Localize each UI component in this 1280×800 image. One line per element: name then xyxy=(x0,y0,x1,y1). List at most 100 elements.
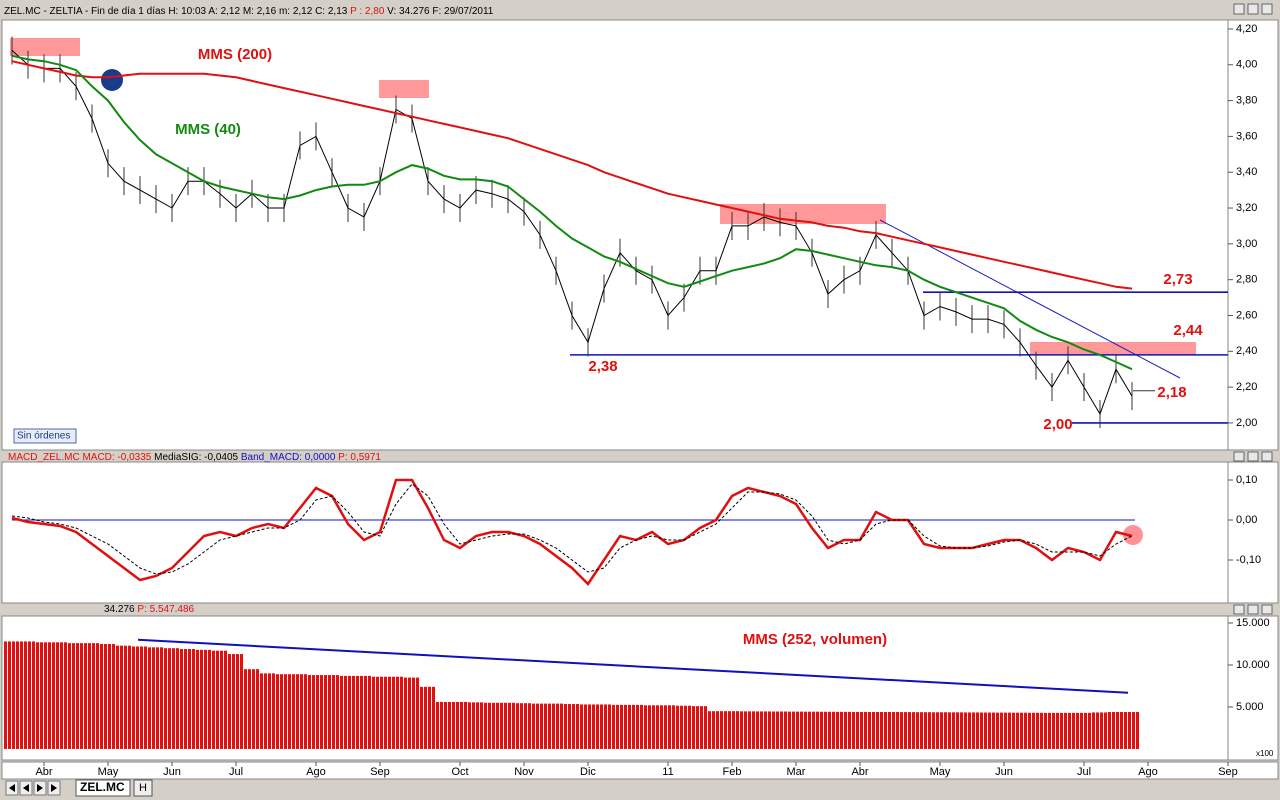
status-badge[interactable] xyxy=(13,428,77,444)
x-tick-label: Mar xyxy=(787,766,806,778)
close-button[interactable] xyxy=(1261,3,1273,15)
volume-bar xyxy=(884,712,900,749)
volume-bar xyxy=(532,703,548,749)
volume-bar xyxy=(692,706,708,749)
volume-bar xyxy=(324,675,340,749)
y-tick-label: 3,80 xyxy=(1236,94,1257,106)
volume-bar xyxy=(484,702,500,749)
highlight-box xyxy=(379,80,429,98)
level-label: 2,18 xyxy=(1157,384,1186,401)
macd-title: MACD_ZEL.MC xyxy=(8,452,82,463)
volume-bar xyxy=(996,712,1012,749)
price-line xyxy=(11,50,1133,416)
x-tick-label: Sep xyxy=(1218,766,1238,778)
volume-bar xyxy=(36,642,52,749)
tab-label: ZEL.MC xyxy=(80,780,125,794)
close-button[interactable] xyxy=(1261,604,1273,615)
volume-p: P: 5.547.486 xyxy=(137,604,194,615)
highlight-box xyxy=(1030,342,1196,355)
volume-bar xyxy=(756,711,772,749)
macd-p: P: 0,5971 xyxy=(338,452,381,463)
header: ZEL.MC - ZELTIA - Fin de día 1 días H: 1… xyxy=(4,6,494,17)
volume-bar xyxy=(980,712,996,749)
x-tick-label: Abr xyxy=(35,766,52,778)
volume-bar xyxy=(340,675,356,749)
volume-bar xyxy=(212,650,228,749)
tab-active[interactable] xyxy=(75,779,131,797)
level-label: 2,73 xyxy=(1163,271,1192,288)
y-tick-label: 15.000 xyxy=(1236,617,1270,629)
x-tick-label: Jul xyxy=(1077,766,1091,778)
tab-bar: ZEL.MC H xyxy=(2,779,1278,798)
y-tick-label: 10.000 xyxy=(1236,659,1270,671)
volume-bar xyxy=(916,712,932,749)
minimize-button[interactable] xyxy=(1233,604,1245,615)
y-tick-label: 3,20 xyxy=(1236,202,1257,214)
maximize-button[interactable] xyxy=(1247,451,1259,462)
units-label: x100 xyxy=(1256,749,1274,758)
maximize-button[interactable] xyxy=(1247,3,1259,15)
volume-bar xyxy=(164,648,180,749)
volume-bar xyxy=(724,711,740,749)
volume-bar xyxy=(276,674,292,749)
volume-bar xyxy=(308,675,324,749)
volume-bar xyxy=(52,642,68,749)
volume-bar xyxy=(84,643,100,749)
y-tick-label: 2,20 xyxy=(1236,381,1257,393)
volume-bar xyxy=(436,701,452,749)
volume-bar xyxy=(452,701,468,749)
x-tick-label: Jul xyxy=(229,766,243,778)
volume-bar xyxy=(516,703,532,749)
nav-icon xyxy=(37,784,43,792)
volume-bar xyxy=(644,705,660,749)
volume-bar xyxy=(820,711,836,749)
volume-bar xyxy=(1092,712,1108,749)
volume-bar xyxy=(964,712,980,749)
y-tick-label: 3,40 xyxy=(1236,166,1257,178)
volume-header: 34.276 P: 5.547.486 xyxy=(104,604,195,615)
x-tick-label: Ago xyxy=(1138,766,1158,778)
volume-bar xyxy=(20,641,36,749)
tab[interactable] xyxy=(133,779,153,797)
macd-value: MACD: -0,0335 xyxy=(82,452,154,463)
signal-value: MediaSIG: -0,0405 xyxy=(154,452,241,463)
x-tick-label: Oct xyxy=(451,766,468,778)
macd-marker xyxy=(1123,525,1143,545)
price-axis xyxy=(1227,19,1279,451)
volume-bar xyxy=(772,711,788,749)
y-tick-label: 2,80 xyxy=(1236,274,1257,286)
close-button[interactable] xyxy=(1261,451,1273,462)
volume-bar xyxy=(180,649,196,749)
trend-line xyxy=(879,219,1181,379)
volume-bar xyxy=(948,712,964,749)
volume-bar xyxy=(100,643,116,749)
volume-bar xyxy=(68,643,84,749)
level-label: 2,00 xyxy=(1043,416,1072,433)
volume-bar xyxy=(228,654,244,749)
volume-bar xyxy=(788,711,804,749)
minimize-button[interactable] xyxy=(1233,3,1245,15)
window-buttons xyxy=(1233,3,1273,615)
highlight-box xyxy=(10,38,80,56)
minimize-button[interactable] xyxy=(1233,451,1245,462)
header-title: ZEL.MC - ZELTIA - Fin de día 1 días H: 1… xyxy=(4,6,350,17)
y-tick-label: 4,00 xyxy=(1236,59,1257,71)
volume-bar xyxy=(932,712,948,749)
nav-icon xyxy=(9,784,15,792)
series-label: MMS (252, volumen) xyxy=(743,631,887,648)
volume-value: 34.276 xyxy=(104,604,137,615)
volume-bar xyxy=(116,645,132,749)
x-tick-label: Dic xyxy=(580,766,596,778)
tab-label: H xyxy=(139,782,147,794)
y-tick-label: 2,40 xyxy=(1236,345,1257,357)
maximize-button[interactable] xyxy=(1247,604,1259,615)
volume-trend xyxy=(137,638,1129,694)
nav-icon xyxy=(51,784,57,792)
moving-average xyxy=(11,60,1133,290)
x-tick-label: Jun xyxy=(163,766,181,778)
volume-bar xyxy=(372,676,388,749)
y-tick-label: 3,00 xyxy=(1236,238,1257,250)
x-tick-label: Sep xyxy=(370,766,390,778)
moving-average xyxy=(11,54,1133,371)
